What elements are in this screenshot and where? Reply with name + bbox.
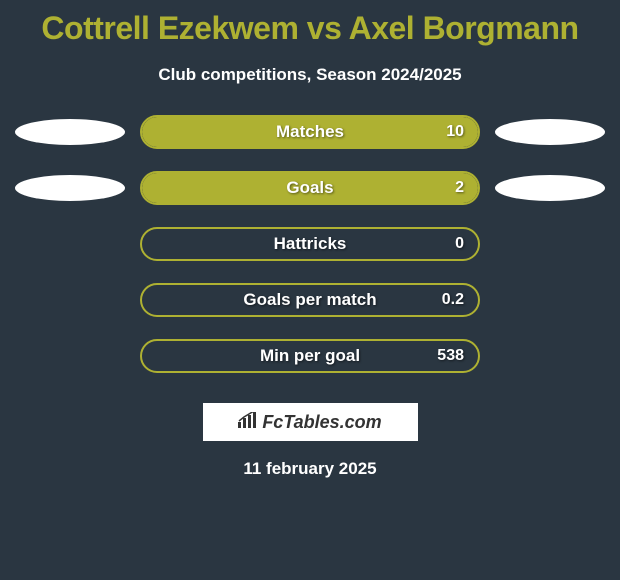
stat-row: Goals per match 0.2 [15,283,605,317]
bar-label: Hattricks [274,234,347,254]
bar-label: Goals per match [243,290,376,310]
ellipse-placeholder [495,287,605,313]
ellipse-placeholder [495,343,605,369]
bar-value: 0.2 [442,291,464,309]
date-text: 11 february 2025 [243,459,376,479]
stats-container: Matches 10 Goals 2 Hattricks 0 Goals per match… [15,115,605,395]
bar-value: 2 [455,179,464,197]
stat-bar: Hattricks 0 [140,227,480,261]
bar-label: Min per goal [260,346,360,366]
bar-label: Goals [286,178,333,198]
stat-bar: Goals 2 [140,171,480,205]
stat-row: Min per goal 538 [15,339,605,373]
ellipse-left [15,175,125,201]
bar-label: Matches [276,122,344,142]
bar-value: 538 [437,347,464,365]
main-container: Cottrell Ezekwem vs Axel Borgmann Club c… [0,0,620,489]
stat-row: Matches 10 [15,115,605,149]
stat-bar: Matches 10 [140,115,480,149]
stat-row: Hattricks 0 [15,227,605,261]
stat-bar: Min per goal 538 [140,339,480,373]
ellipse-placeholder [15,231,125,257]
ellipse-left [15,119,125,145]
ellipse-placeholder [15,287,125,313]
bar-value: 0 [455,235,464,253]
subtitle: Club competitions, Season 2024/2025 [158,65,461,85]
logo-text: FcTables.com [238,412,381,433]
ellipse-right [495,119,605,145]
ellipse-placeholder [495,231,605,257]
logo-box: FcTables.com [203,403,418,441]
logo-label: FcTables.com [262,412,381,433]
stat-row: Goals 2 [15,171,605,205]
ellipse-placeholder [15,343,125,369]
stat-bar: Goals per match 0.2 [140,283,480,317]
chart-icon [238,412,258,433]
bar-value: 10 [446,123,464,141]
ellipse-right [495,175,605,201]
page-title: Cottrell Ezekwem vs Axel Borgmann [41,10,578,47]
